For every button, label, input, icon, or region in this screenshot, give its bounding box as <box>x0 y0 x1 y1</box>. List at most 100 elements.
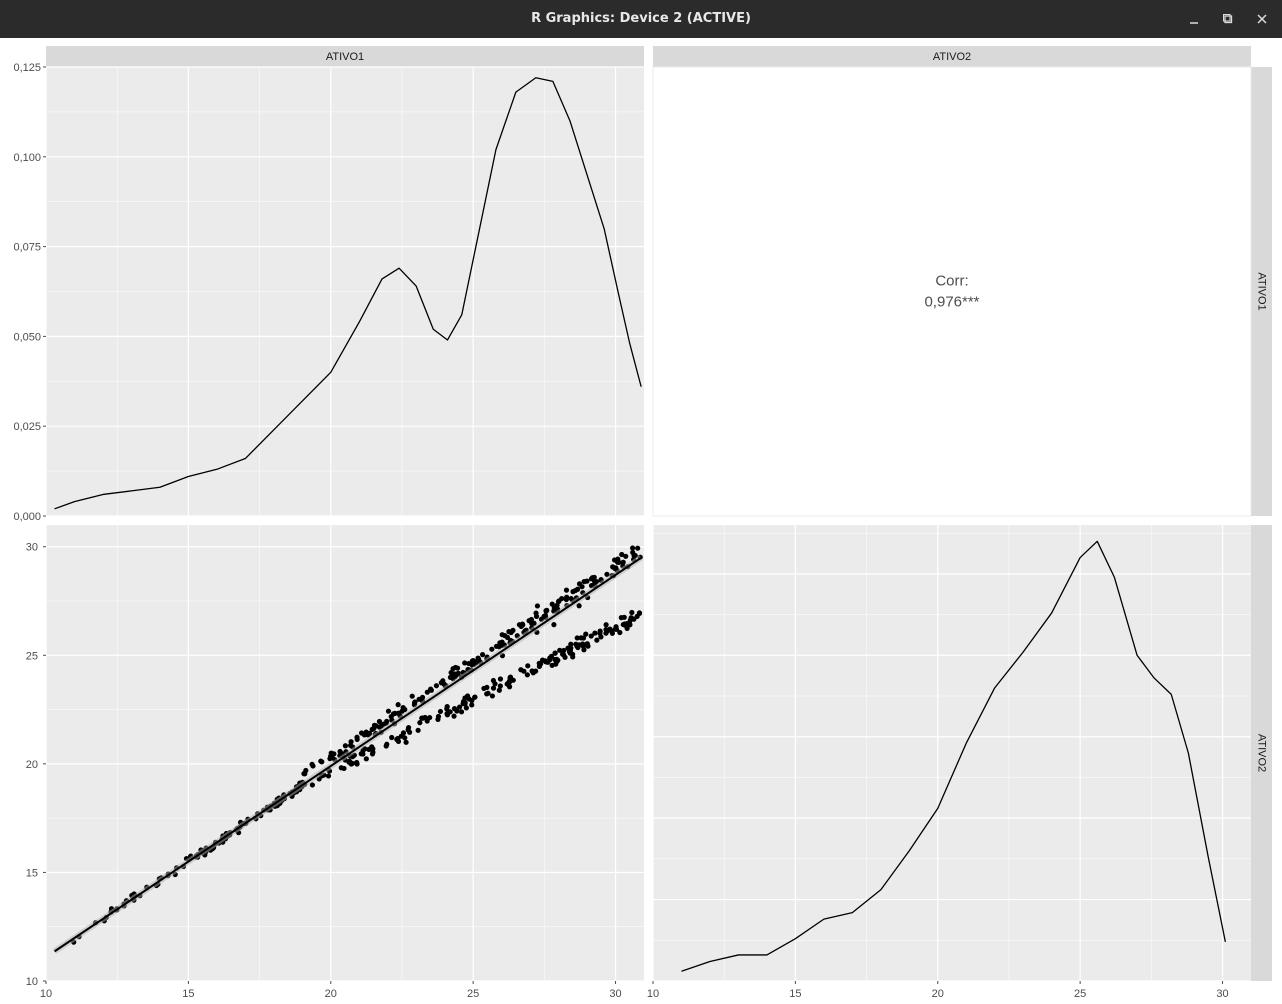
scatter-point <box>519 621 526 627</box>
scatter-point <box>583 631 589 637</box>
scatter-point <box>534 603 541 609</box>
scatter-point <box>388 713 394 720</box>
window-titlebar: R Graphics: Device 2 (ACTIVE) <box>0 0 1282 38</box>
strip-label-right-ativo1: ATIVO1 <box>1256 272 1268 310</box>
scatter-point <box>395 702 401 708</box>
corr-value: 0,976*** <box>924 294 979 311</box>
scatter-point <box>354 761 360 767</box>
scatter-point <box>437 708 444 715</box>
scatter-point <box>489 693 496 699</box>
regression-line <box>53 556 642 953</box>
scatter-point <box>573 641 579 647</box>
y-tick-label-scatter: 25 <box>26 650 38 662</box>
scatter-point <box>557 647 563 653</box>
scatter-point <box>385 708 392 714</box>
scatter-point <box>471 658 477 665</box>
scatter-point <box>567 650 573 656</box>
strip-top-ativo1 <box>46 46 644 67</box>
y-tick-label-scatter: 30 <box>26 542 38 554</box>
scatter-point <box>419 715 425 721</box>
scatter-point <box>428 686 434 692</box>
scatter-point <box>526 618 532 624</box>
scatter-point <box>342 743 349 749</box>
scatter-point <box>462 701 468 707</box>
density-line-ativo2 <box>681 540 1227 972</box>
scatter-point <box>451 706 458 712</box>
scatter-point <box>469 702 475 708</box>
scatter-point <box>564 594 570 600</box>
x-tick-label-ativo1: 20 <box>325 988 337 999</box>
scatter-point <box>574 635 580 641</box>
scatter-point <box>617 629 623 636</box>
scatter-point <box>328 750 334 756</box>
scatter-point <box>597 630 603 637</box>
scatter-point <box>376 718 383 725</box>
close-icon[interactable] <box>1252 9 1272 29</box>
pairs-plot: ATIVO1 ATIVO2 ATIVO1 ATIVO2 0,000 0,025 0,050 0… <box>13 46 1272 1000</box>
x-tick-label-ativo2: 25 <box>1074 988 1086 999</box>
scatter-point <box>490 685 497 691</box>
scatter-point <box>629 609 635 616</box>
scatter-point <box>497 676 504 682</box>
scatter-point <box>624 620 630 627</box>
strip-label-top-ativo2: ATIVO2 <box>933 51 971 63</box>
y-tick-label-density: 0,075 <box>13 242 41 254</box>
y-tick-label-density: 0,025 <box>13 421 41 433</box>
scatter-point <box>303 767 309 774</box>
scatter-point <box>533 610 539 616</box>
corr-label: Corr: <box>935 273 968 290</box>
scatter-point <box>561 647 567 654</box>
scatter-point <box>448 670 454 676</box>
scatter-point <box>635 545 641 551</box>
minimize-icon[interactable] <box>1184 9 1204 29</box>
scatter-point <box>417 720 423 726</box>
x-tick-label-ativo2: 15 <box>789 988 801 999</box>
scatter-point <box>497 683 503 689</box>
scatter-point <box>620 559 626 565</box>
scatter-point <box>623 553 629 559</box>
scatter-point <box>551 622 557 628</box>
scatter-point <box>325 773 332 779</box>
scatter-point <box>403 739 409 745</box>
scatter-point <box>479 652 486 658</box>
scatter-point <box>484 691 490 697</box>
scatter-point <box>366 746 372 752</box>
scatter-point <box>539 657 546 663</box>
scatter-point <box>548 653 555 659</box>
scatter-point <box>594 637 600 643</box>
scatter-point <box>363 756 369 762</box>
scatter-point <box>376 724 382 730</box>
scatter-point <box>419 694 426 700</box>
scatter-point <box>472 694 478 700</box>
y-tick-label-density: 0,100 <box>13 152 41 164</box>
scatter-point <box>399 708 405 714</box>
scatter-point <box>568 641 574 647</box>
scatter-point <box>481 685 487 692</box>
scatter-point <box>415 727 421 733</box>
scatter-point <box>592 630 598 636</box>
scatter-point <box>452 664 459 671</box>
scatter-point <box>621 614 627 620</box>
scatter-point <box>405 727 411 733</box>
scatter-point <box>309 782 316 788</box>
maximize-icon[interactable] <box>1218 9 1238 29</box>
scatter-point <box>584 578 590 584</box>
strip-right-ativo1 <box>1251 67 1272 516</box>
scatter-point <box>383 743 389 749</box>
scatter-point <box>529 668 535 674</box>
scatter-point <box>563 587 570 593</box>
scatter-point <box>562 654 568 660</box>
scatter-point <box>536 660 542 666</box>
strip-label-right-ativo2: ATIVO2 <box>1256 734 1268 772</box>
scatter-point <box>508 629 514 636</box>
scatter-point <box>466 696 472 702</box>
scatter-point <box>496 687 502 693</box>
scatter-point <box>389 734 395 741</box>
scatter-point <box>360 748 366 754</box>
scatter-point <box>309 761 315 767</box>
scatter-point <box>451 713 457 719</box>
scatter-point <box>568 595 574 602</box>
y-tick-label-scatter: 15 <box>26 867 38 879</box>
scatter-point <box>584 641 590 647</box>
scatter-point <box>370 746 376 752</box>
